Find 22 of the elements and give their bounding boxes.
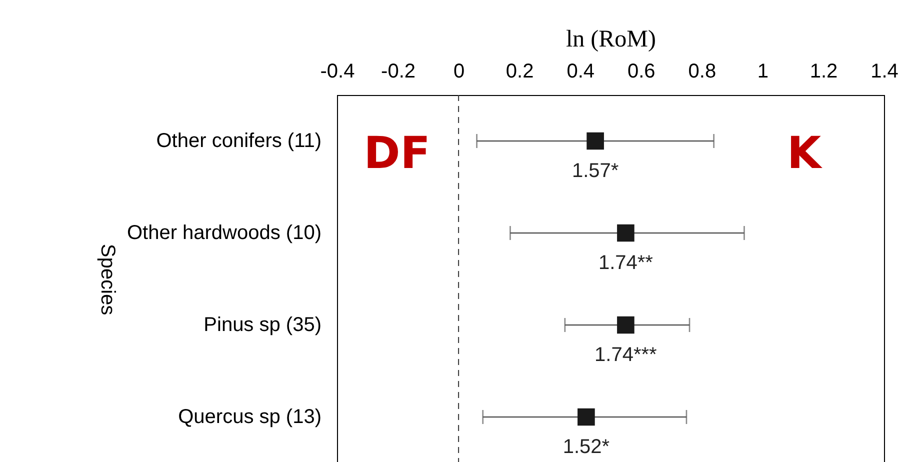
x-tick-label: 1.4 — [870, 60, 898, 82]
x-tick-label: -0.4 — [320, 60, 355, 82]
annotation: K — [786, 128, 823, 179]
x-tick-label: 0 — [453, 60, 465, 82]
annotation: 1.52* — [562, 436, 610, 458]
y-axis-title: Species — [96, 244, 118, 316]
annotation: 1.74** — [598, 252, 654, 274]
annotation: 1.74*** — [594, 344, 658, 366]
y-tick-label: Quercus sp (13) — [178, 406, 322, 428]
x-tick-label: 0.2 — [506, 60, 534, 82]
x-tick-label: -0.2 — [381, 60, 416, 82]
x-tick-label: 1 — [757, 60, 769, 82]
y-tick-label: Other conifers (11) — [156, 130, 322, 152]
y-tick-label: Pinus sp (35) — [204, 314, 322, 336]
x-tick-label: 0.6 — [627, 60, 656, 82]
x-tick-label: 0.4 — [566, 60, 595, 82]
annotation: DF — [364, 128, 430, 179]
x-tick-label: 1.2 — [810, 60, 838, 82]
y-tick-label: Other hardwoods (10) — [126, 222, 322, 244]
x-axis-title: ln (RoM) — [566, 26, 656, 52]
annotation: 1.57* — [572, 160, 619, 182]
x-tick-label: 0.8 — [688, 60, 716, 82]
